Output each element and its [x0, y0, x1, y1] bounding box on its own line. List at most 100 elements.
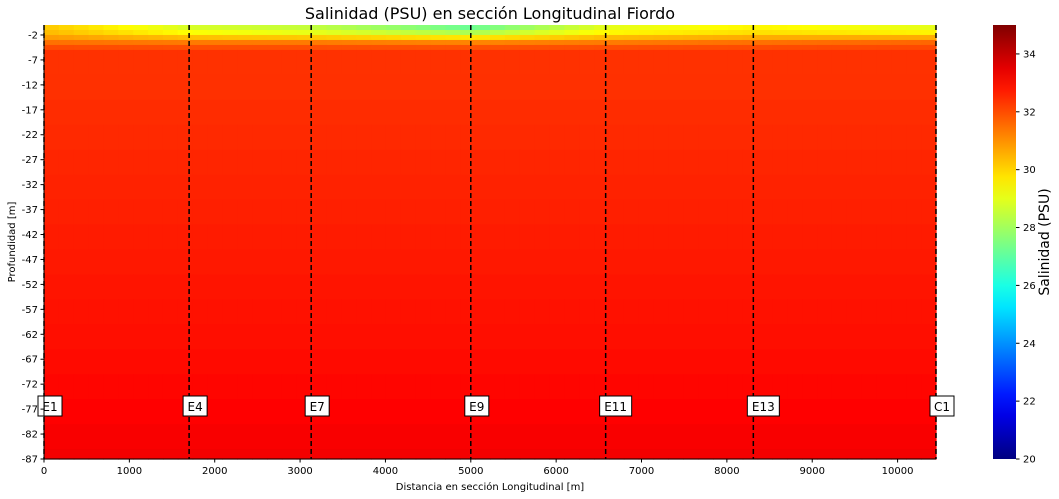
heatmap-cell: [148, 49, 164, 76]
heatmap-cell: [831, 124, 848, 151]
heatmap-cell: [802, 174, 818, 201]
heatmap-cell: [267, 274, 283, 300]
heatmap-cell: [192, 199, 209, 226]
heatmap-cell: [564, 224, 580, 251]
station-label-text: E11: [604, 400, 627, 414]
heatmap-cell: [192, 224, 209, 251]
heatmap-cell: [668, 199, 684, 226]
heatmap-cell: [623, 199, 640, 226]
heatmap-cell: [58, 299, 75, 325]
heatmap-cell: [757, 25, 774, 31]
heatmap-cell: [623, 25, 640, 31]
heatmap-cell: [579, 74, 595, 101]
heatmap-cell: [103, 25, 119, 31]
heatmap-cell: [861, 299, 878, 325]
heatmap-cell: [713, 449, 729, 460]
heatmap-cell: [356, 174, 372, 201]
heatmap-cell: [906, 34, 922, 41]
heatmap-cell: [148, 199, 164, 226]
heatmap-cell: [817, 224, 833, 251]
heatmap-cell: [772, 149, 788, 176]
heatmap-cell: [787, 374, 803, 400]
colorbar-tick-label: 30: [1023, 165, 1036, 176]
heatmap-cell: [534, 99, 551, 126]
heatmap-cell: [831, 149, 848, 176]
heatmap-cell: [638, 39, 655, 46]
heatmap-cell: [133, 149, 149, 176]
heatmap-cell: [192, 424, 209, 450]
heatmap-cell: [103, 324, 119, 350]
heatmap-cell: [475, 224, 491, 251]
heatmap-cell: [177, 74, 194, 101]
heatmap-cell: [44, 299, 60, 325]
heatmap-cell: [445, 25, 461, 31]
x-tick-label: 5000: [458, 466, 483, 477]
heatmap-cell: [400, 39, 417, 46]
y-tick-label: -82: [22, 430, 38, 441]
heatmap-cell: [653, 49, 669, 76]
heatmap-cell: [846, 299, 863, 325]
heatmap-cell: [88, 49, 105, 76]
heatmap-cell: [564, 374, 580, 400]
heatmap-cell: [906, 224, 922, 251]
heatmap-cell: [237, 25, 253, 31]
heatmap-cell: [623, 44, 640, 51]
heatmap-cell: [118, 74, 134, 101]
colorbar: 20 22 24 26 28 30 32 34: [993, 25, 1036, 466]
heatmap-cell: [400, 449, 417, 460]
heatmap-cell: [44, 74, 60, 101]
heatmap-cell: [430, 449, 446, 460]
heatmap-cell: [133, 449, 149, 460]
heatmap-cell: [118, 299, 134, 325]
heatmap-cell: [296, 274, 313, 300]
heatmap-cell: [727, 374, 744, 400]
heatmap-cell: [445, 44, 461, 51]
heatmap-cell: [103, 199, 119, 226]
heatmap-cell: [698, 25, 714, 31]
heatmap-cell: [742, 274, 759, 300]
heatmap-cell: [549, 149, 565, 176]
heatmap-cell: [757, 224, 774, 251]
heatmap-cell: [817, 99, 833, 126]
heatmap-cell: [177, 324, 194, 350]
heatmap-cell: [727, 49, 744, 76]
heatmap-cell: [207, 349, 223, 375]
heatmap-cell: [683, 274, 699, 300]
heatmap-cell: [490, 249, 506, 276]
heatmap-cell: [861, 274, 878, 300]
heatmap-cell: [445, 274, 461, 300]
heatmap-cell: [564, 74, 580, 101]
heatmap-cell: [564, 424, 580, 450]
heatmap-cell: [490, 124, 506, 151]
heatmap-cell: [400, 224, 417, 251]
heatmap-cell: [490, 399, 506, 425]
heatmap-cell: [876, 449, 892, 460]
heatmap-cell: [638, 124, 655, 151]
heatmap-cell: [326, 149, 342, 176]
heatmap-cell: [698, 149, 714, 176]
heatmap-cell: [861, 99, 878, 126]
heatmap-cell: [252, 39, 268, 46]
heatmap-cell: [162, 49, 179, 76]
heatmap-cell: [118, 424, 134, 450]
heatmap-cell: [326, 399, 342, 425]
heatmap-cell: [281, 99, 298, 126]
heatmap-cell: [683, 99, 699, 126]
heatmap-cell: [921, 49, 937, 76]
heatmap-cell: [371, 249, 387, 276]
station-label-box: [304, 395, 330, 417]
heatmap-cell: [400, 149, 417, 176]
heatmap-cell: [162, 349, 179, 375]
heatmap-cell: [757, 44, 774, 51]
heatmap-cell: [177, 29, 194, 36]
heatmap-cell: [549, 124, 565, 151]
heatmap-cell: [727, 399, 744, 425]
heatmap-cell: [727, 44, 744, 51]
heatmap-cell: [876, 324, 892, 350]
heatmap-cell: [356, 149, 372, 176]
heatmap-cell: [876, 249, 892, 276]
heatmap-cell: [549, 44, 565, 51]
heatmap-cell: [534, 25, 551, 31]
heatmap-cell: [430, 99, 446, 126]
heatmap-cell: [623, 249, 640, 276]
